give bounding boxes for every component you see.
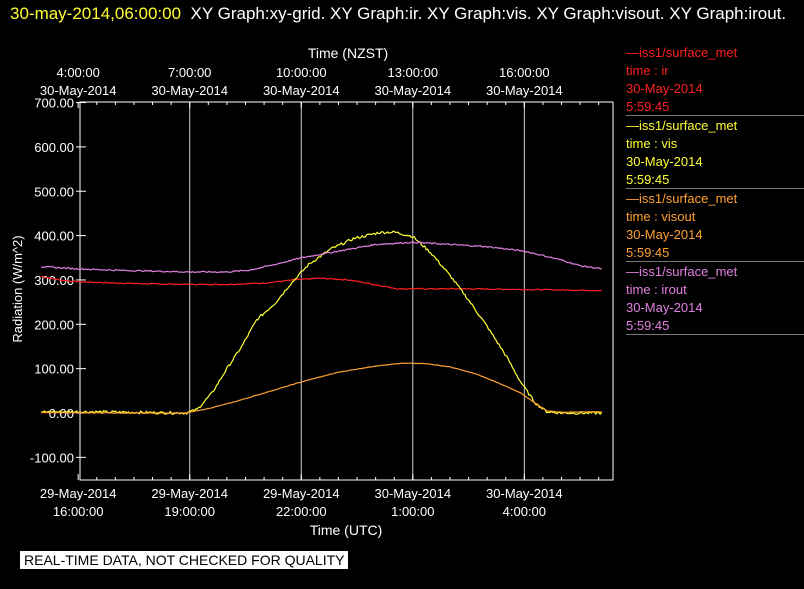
legend-time: 5:59:45 [626, 245, 670, 260]
x2-tick-time: 4:00:00 [56, 65, 99, 80]
legend-source: —iss1/surface_met [626, 45, 738, 60]
x-axis: 29-May-2014 16:00:00 29-May-2014 19:00:00 29… [40, 474, 600, 519]
chart-header: 30-may-2014,06:00:00 XY Graph:xy-grid. X… [10, 3, 800, 25]
y-tick-label: 700.00 [34, 96, 74, 111]
legend-source: —iss1/surface_met [626, 191, 738, 206]
series-line-vis [40, 230, 603, 416]
legend-time: 5:59:45 [626, 318, 670, 333]
legend-source: —iss1/surface_met [626, 264, 738, 279]
x2-tick-time: 13:00:00 [387, 65, 438, 80]
series-lines [40, 230, 603, 416]
legend-entry-vis: —iss1/surface_met time : vis 30-May-2014… [626, 116, 804, 189]
series-line-ir [40, 275, 602, 292]
y-tick-label: -100.00 [30, 450, 74, 465]
y-tick-label: 500.00 [34, 184, 74, 199]
x2-tick-date: 30-May-2014 [263, 83, 340, 98]
header-timestamp: 30-may-2014,06:00:00 [10, 4, 182, 23]
y-tick-label: 100.00 [34, 362, 74, 377]
y-tick-label: 600.00 [34, 140, 74, 155]
legend-time: 5:59:45 [626, 172, 670, 187]
legend-variable: time : vis [626, 136, 678, 151]
header-graph-list: XY Graph:xy-grid. XY Graph:ir. XY Graph:… [190, 4, 787, 23]
legend-variable: time : irout [626, 282, 687, 297]
x2-tick-time: 7:00:00 [168, 65, 211, 80]
legend-date: 30-May-2014 [626, 227, 703, 242]
x2-tick-date: 30-May-2014 [151, 83, 228, 98]
legend-source: —iss1/surface_met [626, 118, 738, 133]
x-tick-date: 29-May-2014 [151, 486, 228, 501]
y-tick-label: 300.00 [34, 273, 74, 288]
x-tick-date: 29-May-2014 [40, 486, 117, 501]
legend-date: 30-May-2014 [626, 300, 703, 315]
x2-axis: 4:00:00 30-May-2014 7:00:00 30-May-2014 10:0… [40, 65, 600, 108]
x-tick-time: 19:00:00 [164, 504, 215, 519]
legend: —iss1/surface_met time : ir 30-May-2014 … [626, 43, 804, 335]
series-line-irout [40, 240, 602, 274]
quality-warning-banner: REAL-TIME DATA, NOT CHECKED FOR QUALITY [20, 551, 349, 569]
legend-date: 30-May-2014 [626, 81, 703, 96]
x-tick-time: 22:00:00 [276, 504, 327, 519]
x-tick-time: 16:00:00 [53, 504, 104, 519]
plot-area [79, 101, 614, 481]
legend-entry-ir: —iss1/surface_met time : ir 30-May-2014 … [626, 43, 804, 116]
y-tick-label: 200.00 [34, 317, 74, 332]
x-tick-date: 30-May-2014 [374, 486, 451, 501]
x-tick-date: 29-May-2014 [263, 486, 340, 501]
x-axis-title: Time (UTC) [310, 522, 383, 538]
x2-tick-date: 30-May-2014 [374, 83, 451, 98]
legend-time: 5:59:45 [626, 99, 670, 114]
x-tick-date: 30-May-2014 [486, 486, 563, 501]
y-tick-label: 400.00 [34, 229, 74, 244]
grid-lines [189, 102, 525, 480]
x2-tick-time: 10:00:00 [276, 65, 327, 80]
legend-variable: time : ir [626, 63, 669, 78]
x-tick-time: 4:00:00 [503, 504, 546, 519]
x2-tick-time: 16:00:00 [499, 65, 550, 80]
legend-entry-visout: —iss1/surface_met time : visout 30-May-2… [626, 189, 804, 262]
y-tick-label: 0.00 [49, 406, 74, 421]
legend-variable: time : visout [626, 209, 696, 224]
x-tick-time: 1:00:00 [391, 504, 434, 519]
y-axis-title: Radiation (W/m^2) [10, 235, 25, 342]
legend-date: 30-May-2014 [626, 154, 703, 169]
x2-axis-title: Time (NZST) [308, 45, 388, 61]
legend-entry-irout: —iss1/surface_met time : irout 30-May-20… [626, 262, 804, 335]
series-line-visout [41, 362, 602, 414]
y-axis: 700.00 600.00 500.00 400.00 300.00 200.00 100.… [30, 96, 86, 465]
x2-tick-date: 30-May-2014 [40, 83, 117, 98]
x2-tick-date: 30-May-2014 [486, 83, 563, 98]
